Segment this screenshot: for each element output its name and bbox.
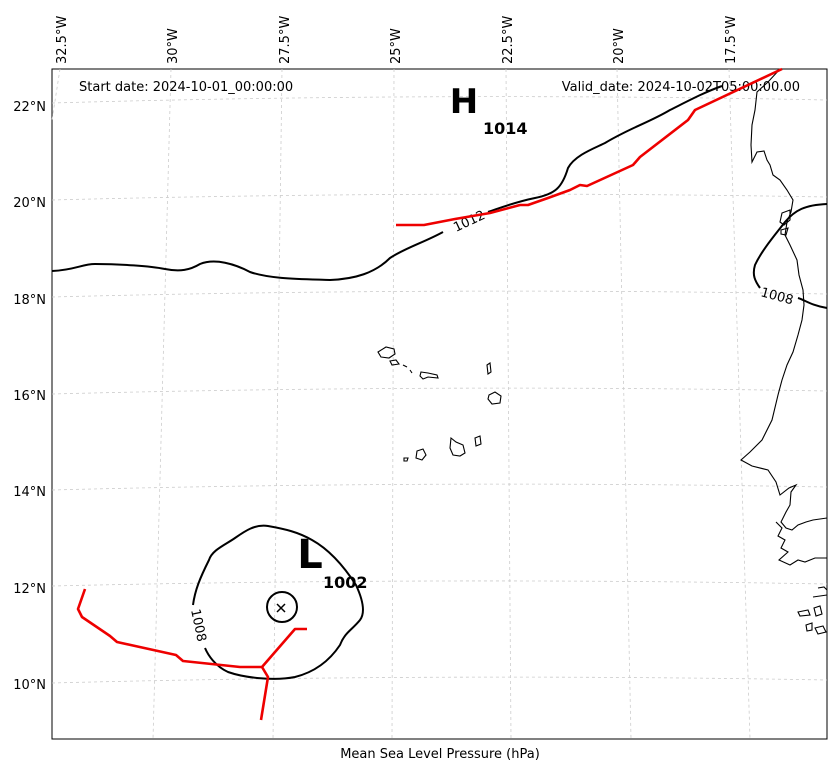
fronts	[76, 67, 783, 721]
front-north	[396, 67, 783, 227]
lat-tick-label: 14°N	[13, 485, 46, 500]
low-letter: L	[297, 532, 323, 578]
high-letter: H	[450, 82, 478, 122]
island	[403, 457, 409, 462]
meridian-27-5w	[272, 68, 283, 740]
meridian-30w	[152, 68, 172, 740]
meridian-17-5w	[728, 68, 751, 740]
low-value: 1002	[323, 573, 368, 592]
island	[486, 362, 492, 375]
island	[409, 369, 413, 374]
meridian-22-5w	[505, 68, 512, 740]
high-value: 1014	[483, 119, 528, 138]
lon-tick-label: 22.5°W	[501, 16, 516, 64]
front-south-a	[76, 588, 307, 669]
meridian-20w	[616, 68, 632, 740]
isobar-1008-east-a	[797, 297, 828, 309]
low-center-cross-icon	[276, 603, 286, 613]
parallel-12n	[51, 580, 828, 587]
lat-tick-label: 16°N	[13, 389, 46, 404]
island	[415, 448, 427, 461]
map-caption: Mean Sea Level Pressure (hPa)	[340, 747, 540, 762]
lat-tick-label: 18°N	[13, 293, 46, 308]
meridian-25w	[391, 68, 395, 740]
lon-tick-label: 30°W	[166, 28, 181, 64]
isobar-1012-east	[487, 85, 723, 213]
lon-tick-label: 32.5°W	[55, 16, 70, 64]
isobar-1012	[51, 231, 444, 282]
lon-tick-label: 25°W	[389, 28, 404, 64]
contour-label-1008-low: 1008	[187, 608, 209, 643]
isobar-inner-low	[266, 591, 298, 623]
lat-tick-label: 12°N	[13, 582, 46, 597]
africa-coastline	[740, 68, 828, 635]
lat-tick-labels: 22°N 20°N 18°N 16°N 14°N 12°N 10°N	[13, 100, 46, 693]
lon-tick-labels: 32.5°W 30°W 27.5°W 25°W 22.5°W 20°W 17.5…	[55, 16, 739, 64]
lat-tick-label: 20°N	[13, 196, 46, 211]
island	[487, 391, 502, 405]
lat-tick-label: 22°N	[13, 100, 46, 115]
island	[389, 359, 400, 366]
valid-date-label: Valid_date: 2024-10-02T05:00:00.00	[562, 80, 800, 95]
parallel-14n	[51, 483, 828, 491]
island	[474, 435, 482, 447]
map-frame	[51, 68, 828, 740]
meridian-32-5w	[51, 68, 61, 121]
high-pressure-marker: H 1014	[450, 82, 528, 138]
start-date-label: Start date: 2024-10-01_00:00:00	[79, 80, 293, 95]
parallel-16n	[51, 387, 828, 395]
front-south-b	[259, 666, 270, 721]
cape-verde-islands	[377, 346, 502, 462]
low-pressure-marker: L 1002	[276, 532, 368, 613]
island	[449, 436, 466, 457]
lat-tick-label: 10°N	[13, 678, 46, 693]
graticule	[51, 68, 828, 740]
lon-tick-label: 27.5°W	[278, 16, 293, 64]
isobar-1008-low	[192, 524, 364, 680]
parallel-18n	[51, 290, 828, 298]
lon-tick-label: 20°W	[612, 28, 627, 64]
parallel-10n	[51, 676, 828, 684]
parallel-22n	[51, 96, 828, 104]
parallel-20n	[51, 193, 828, 201]
island	[377, 346, 396, 359]
lon-tick-label: 17.5°W	[724, 16, 739, 64]
isobar-1008-east-b	[752, 203, 828, 289]
isobars	[51, 85, 828, 680]
island	[419, 371, 439, 380]
island	[402, 364, 408, 368]
